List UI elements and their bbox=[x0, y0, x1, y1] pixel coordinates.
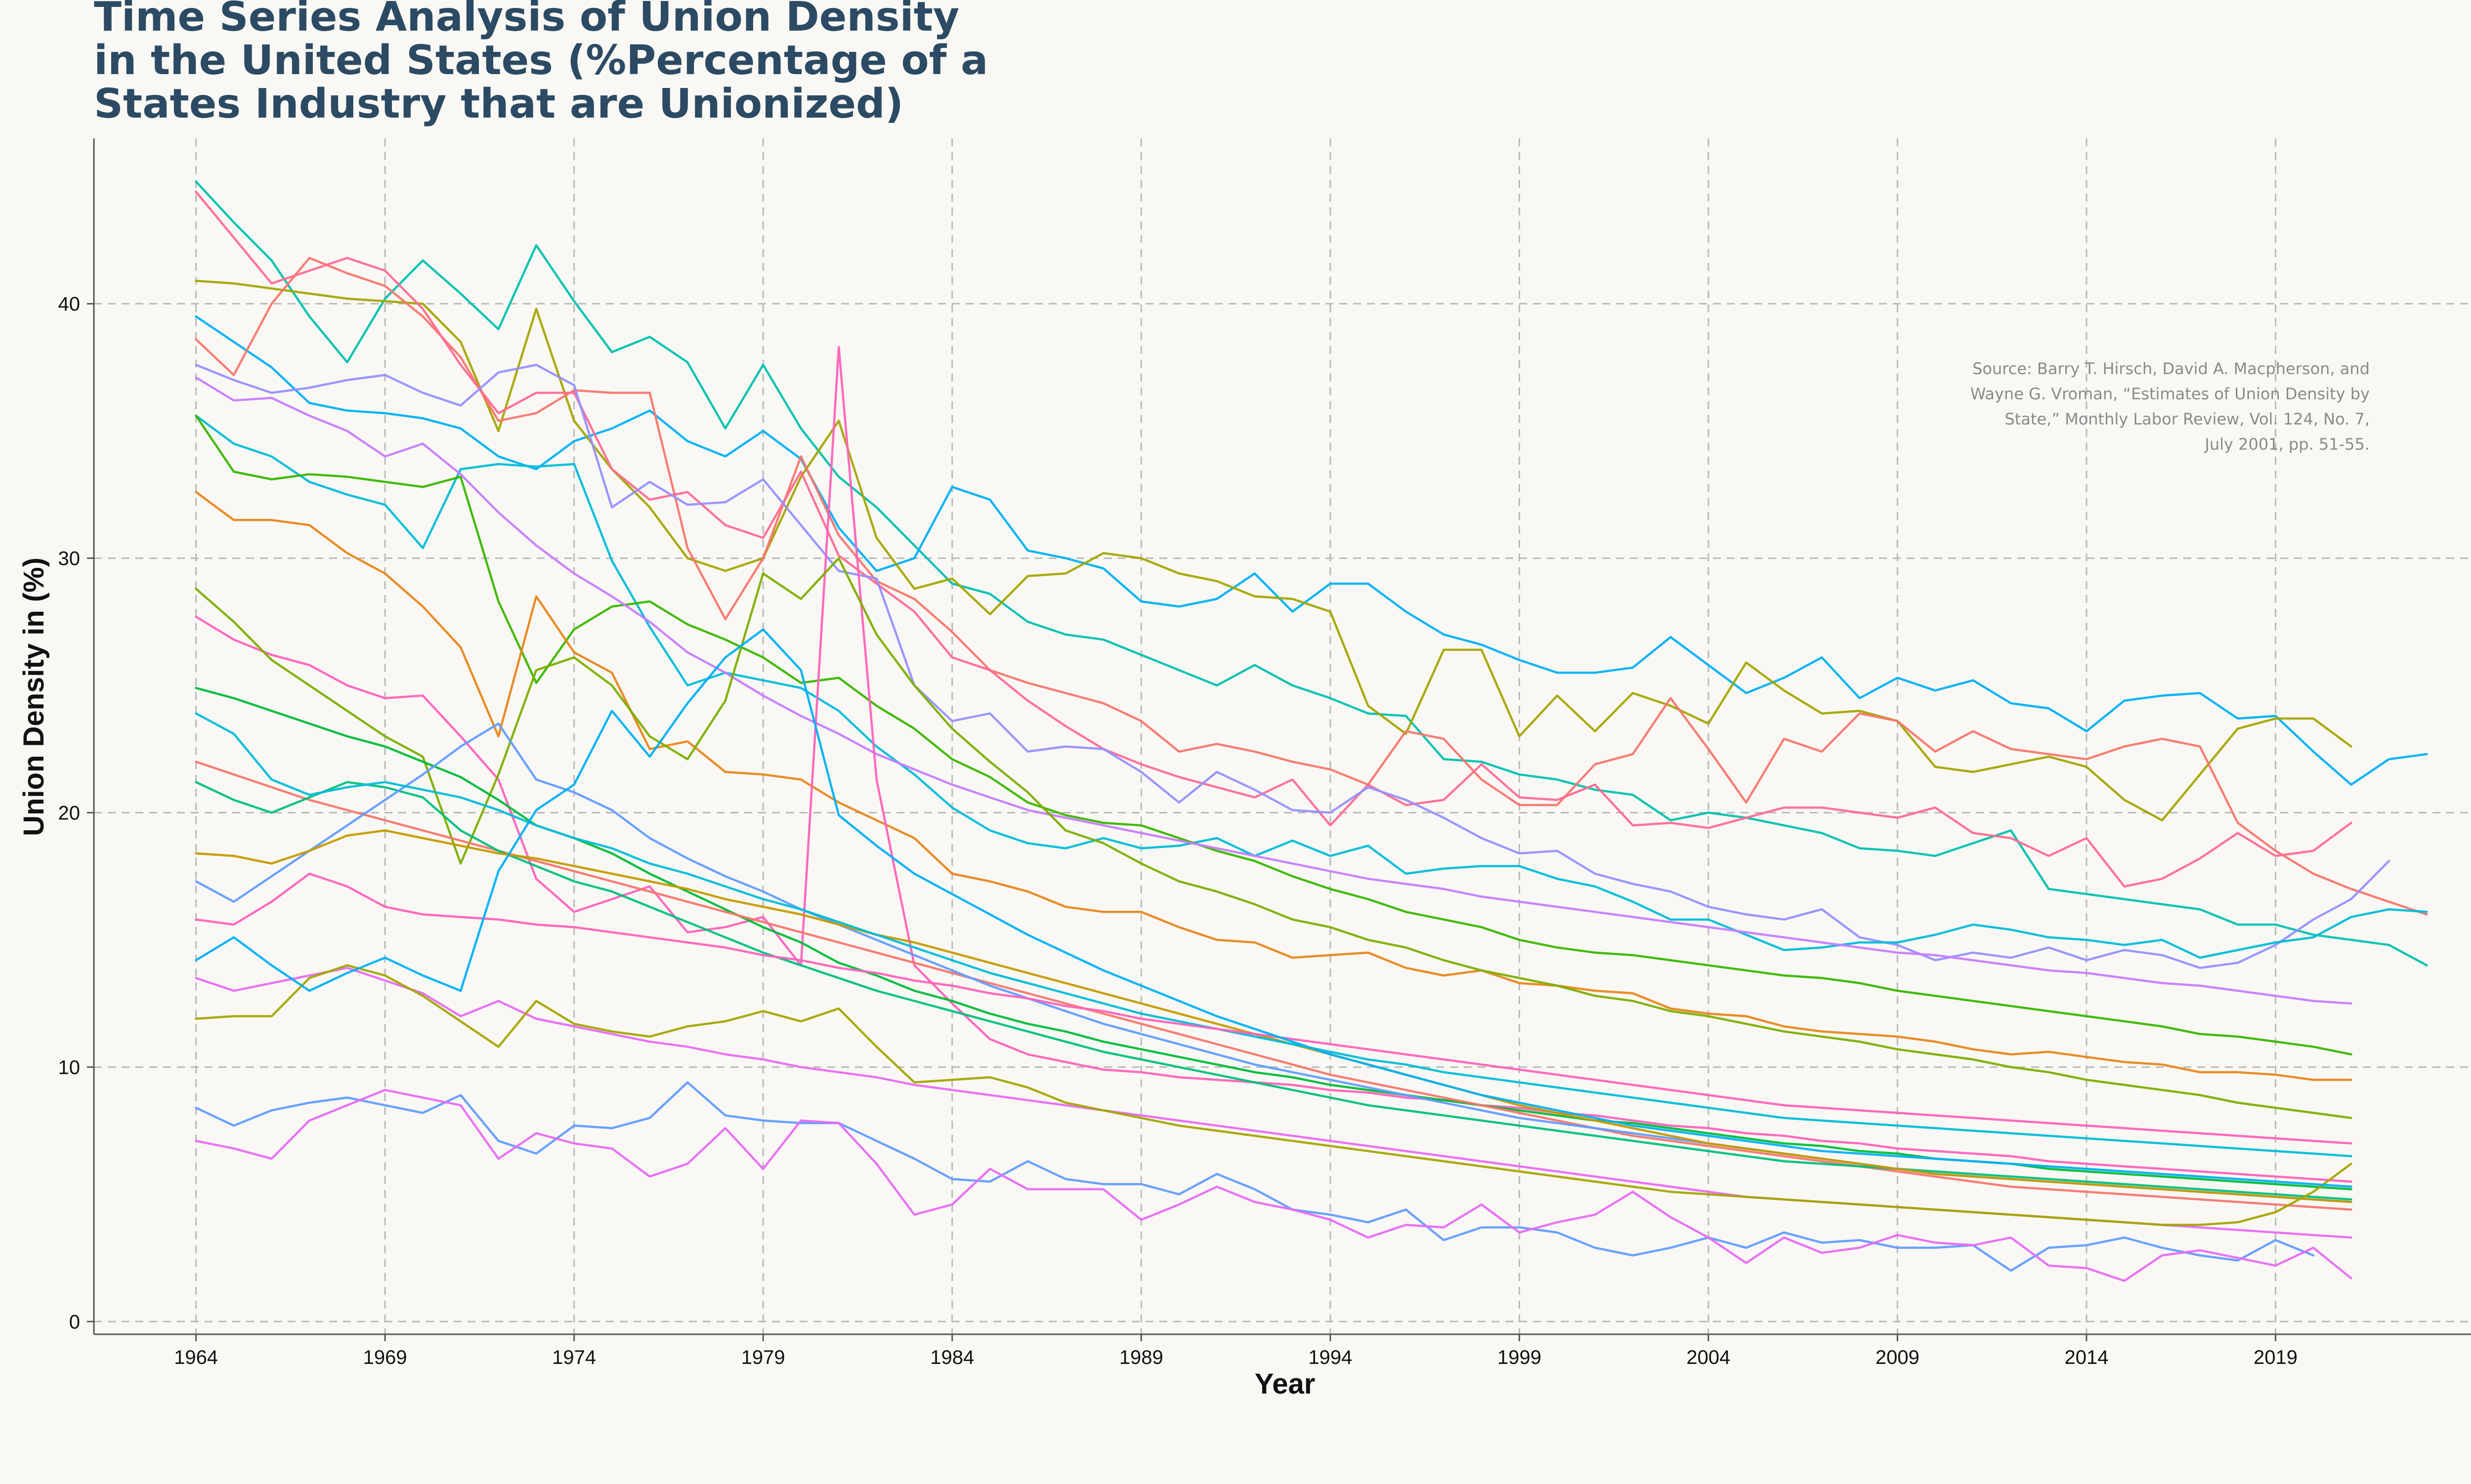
series-line-12 bbox=[195, 557, 2352, 1119]
series-line-11 bbox=[195, 345, 2352, 1183]
chart-title-line-3: States Industry that are Unionized) bbox=[94, 81, 903, 127]
x-tick-label-1989: 1989 bbox=[1119, 1347, 1163, 1368]
series-line-9 bbox=[195, 491, 2352, 1081]
series-line-7 bbox=[195, 414, 2428, 959]
series-line-5 bbox=[195, 190, 2352, 888]
chart-title-line-1: Time Series Analysis of Union Density bbox=[94, 0, 959, 41]
series-line-8 bbox=[195, 414, 2352, 1056]
chart-title: Time Series Analysis of Union Density in… bbox=[94, 0, 988, 127]
y-axis-title: Union Density in (%) bbox=[18, 557, 50, 836]
x-tick-label-1974: 1974 bbox=[552, 1347, 596, 1368]
series-line-1 bbox=[195, 180, 2428, 967]
series-line-17 bbox=[195, 829, 2352, 1203]
y-tick-label-10: 10 bbox=[58, 1057, 81, 1078]
series-line-16 bbox=[195, 722, 2352, 1203]
axes bbox=[93, 138, 2471, 1335]
source-line-2: Wayne G. Vroman, “Estimates of Union Den… bbox=[1970, 384, 2370, 403]
source-line-1: Source: Barry T. Hirsch, David A. Macphe… bbox=[1972, 359, 2370, 378]
source-line-3: State,” Monthly Labor Review, Vol. 124, … bbox=[2004, 410, 2370, 428]
x-tick-label-1994: 1994 bbox=[1308, 1347, 1352, 1368]
chart-title-line-2: in the United States (%Percentage of a bbox=[94, 37, 988, 84]
series-line-19 bbox=[195, 964, 2352, 1226]
x-tick-label-2009: 2009 bbox=[1875, 1347, 1919, 1368]
series-line-23 bbox=[195, 872, 2352, 1145]
series-line-6 bbox=[195, 364, 2390, 969]
series-line-4 bbox=[195, 256, 2428, 916]
y-tick-label-30: 30 bbox=[58, 548, 81, 570]
source-note: Source: Barry T. Hirsch, David A. Macphe… bbox=[1970, 359, 2370, 454]
x-tick-label-2004: 2004 bbox=[1686, 1347, 1730, 1368]
x-tick-label-1984: 1984 bbox=[930, 1347, 974, 1368]
series-line-20 bbox=[195, 1081, 2315, 1272]
series-line-24 bbox=[195, 628, 2352, 1188]
x-axis-ticks: 1964 1969 1974 1979 1984 1989 1994 1999 2004 2009… bbox=[174, 1334, 2298, 1368]
gridlines bbox=[94, 138, 2471, 1334]
series-line-13 bbox=[195, 686, 2352, 1190]
y-tick-label-20: 20 bbox=[58, 802, 81, 824]
source-line-4: July 2001, pp. 51-55. bbox=[2204, 435, 2370, 454]
y-tick-label-40: 40 bbox=[58, 294, 81, 315]
series-line-15 bbox=[195, 781, 2352, 1201]
series-line-3 bbox=[195, 280, 2352, 822]
x-tick-label-1969: 1969 bbox=[363, 1347, 407, 1368]
x-tick-label-1979: 1979 bbox=[741, 1347, 785, 1368]
y-tick-label-0: 0 bbox=[69, 1311, 80, 1333]
x-tick-label-1964: 1964 bbox=[174, 1347, 218, 1368]
series-line-2 bbox=[195, 315, 2428, 786]
series-line-14 bbox=[195, 761, 2352, 1211]
series-line-22 bbox=[195, 712, 2352, 1157]
x-tick-label-1999: 1999 bbox=[1497, 1347, 1541, 1368]
x-tick-label-2019: 2019 bbox=[2254, 1347, 2298, 1368]
series-line-21 bbox=[195, 1089, 2352, 1282]
series-lines bbox=[195, 180, 2428, 1282]
series-line-10 bbox=[195, 376, 2352, 1005]
x-axis-title: Year bbox=[1255, 1368, 1316, 1400]
y-axis-ticks: 0 10 20 30 40 bbox=[58, 294, 94, 1333]
x-tick-label-2014: 2014 bbox=[2064, 1347, 2108, 1368]
